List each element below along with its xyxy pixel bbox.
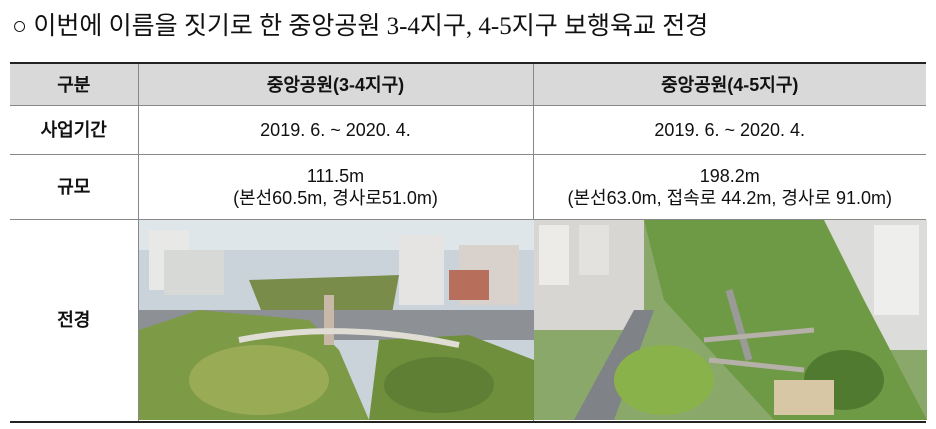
cell: 2019. 6. ~ 2020. 4.	[137, 105, 534, 155]
cell-line: 111.5m	[306, 166, 365, 186]
column-header: 중앙공원(3-4지구)	[137, 62, 534, 106]
cell-line: 198.2m	[699, 166, 760, 186]
heading: ○ 이번에 이름을 짓기로 한 중앙공원 3-4지구, 4-5지구 보행육교 전…	[12, 13, 709, 40]
photo-cell	[137, 219, 534, 422]
photo-cell	[532, 219, 927, 422]
row-label: 규모	[10, 154, 139, 220]
row: 사업기간 2019. 6. ~ 2020. 4. 2019. 6. ~ 2020…	[10, 105, 926, 155]
photo	[138, 220, 534, 421]
row: 전경	[10, 219, 927, 422]
row-label: 사업기간	[10, 105, 139, 155]
header-row: 구분 중앙공원(3-4지구) 중앙공원(4-5지구)	[10, 62, 926, 106]
photo	[533, 220, 927, 421]
row: 규모 111.5m (본선60.5m, 경사로51.0m) 198.2m (본선63…	[10, 154, 926, 220]
cell-line: (본선60.5m, 경사로51.0m)	[233, 188, 438, 208]
cell: 111.5m (본선60.5m, 경사로51.0m)	[137, 154, 534, 220]
cell: 2019. 6. ~ 2020. 4.	[532, 105, 926, 155]
cell: 198.2m (본선63.0m, 접속로 44.2m, 경사로 91.0m)	[532, 154, 926, 220]
cell-line: (본선63.0m, 접속로 44.2m, 경사로 91.0m)	[567, 188, 893, 208]
column-header: 구분	[10, 62, 139, 106]
column-header: 중앙공원(4-5지구)	[532, 62, 926, 106]
row-label: 전경	[10, 219, 139, 422]
summary-table: 구분 중앙공원(3-4지구) 중앙공원(4-5지구) 사업기간 2019. 6.…	[10, 62, 927, 423]
